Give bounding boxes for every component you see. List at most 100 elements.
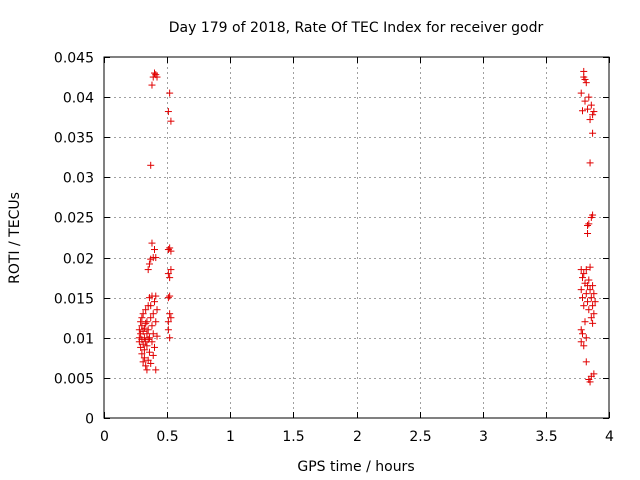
data-point <box>580 302 588 310</box>
data-point <box>149 351 157 359</box>
data-point <box>582 334 590 342</box>
data-point <box>143 342 151 350</box>
data-point <box>585 93 593 101</box>
data-points <box>135 67 599 386</box>
data-point <box>139 310 147 318</box>
data-point <box>147 359 155 367</box>
data-point <box>590 310 598 318</box>
x-axis-label: GPS time / hours <box>297 459 414 475</box>
data-point <box>145 260 153 268</box>
data-point <box>167 117 175 125</box>
data-point <box>139 327 147 335</box>
data-point <box>167 266 175 274</box>
data-point <box>151 298 158 306</box>
data-point <box>151 69 158 77</box>
data-point <box>578 274 586 282</box>
data-point <box>140 354 148 362</box>
data-point <box>138 350 146 358</box>
data-point <box>140 324 148 332</box>
data-point <box>582 290 590 298</box>
data-point <box>580 342 588 350</box>
data-point <box>577 89 585 97</box>
data-point <box>144 266 152 274</box>
x-tick-label: 1.5 <box>282 429 304 445</box>
data-point <box>589 211 597 219</box>
data-point <box>147 161 155 169</box>
y-tick-label: 0.045 <box>54 51 94 67</box>
data-point <box>151 246 158 254</box>
data-point <box>589 129 597 137</box>
y-axis-label: ROTI / TECUs <box>7 192 23 284</box>
data-point <box>153 73 161 81</box>
data-point <box>148 322 156 330</box>
data-point <box>144 335 152 343</box>
data-point <box>166 89 174 97</box>
data-point <box>577 338 585 346</box>
x-tick-label: 2 <box>353 429 362 445</box>
data-point <box>590 108 598 116</box>
data-point <box>586 116 594 124</box>
data-point <box>586 159 594 167</box>
data-point <box>144 326 152 334</box>
data-point <box>578 107 586 115</box>
data-point <box>151 343 158 351</box>
data-point <box>164 108 172 116</box>
plot-area-border <box>103 56 610 419</box>
data-point <box>584 229 592 237</box>
data-point <box>153 332 161 340</box>
y-tick-label: 0.02 <box>63 252 94 268</box>
data-point <box>584 105 592 113</box>
data-point <box>167 247 175 255</box>
data-point <box>591 298 599 306</box>
y-tick-label: 0.03 <box>63 171 94 187</box>
data-point <box>148 81 156 89</box>
y-tick-label: 0.005 <box>54 372 94 388</box>
data-point <box>152 366 160 374</box>
data-point <box>166 274 174 282</box>
data-point <box>147 302 155 310</box>
data-point <box>586 263 594 271</box>
x-tick-label: 0.5 <box>156 429 178 445</box>
data-point <box>584 298 592 306</box>
data-point <box>148 338 156 346</box>
data-point <box>152 292 160 300</box>
data-point <box>589 111 597 119</box>
data-point <box>587 294 595 302</box>
data-point <box>577 326 585 334</box>
data-point <box>581 75 589 83</box>
x-tick-label: 3 <box>479 429 488 445</box>
data-point <box>149 330 157 338</box>
data-point <box>585 220 593 228</box>
x-tick-label: 4 <box>605 429 614 445</box>
data-point <box>143 366 151 374</box>
data-point <box>587 314 595 322</box>
data-point <box>590 370 598 378</box>
data-point <box>164 318 172 326</box>
data-point <box>166 244 174 252</box>
data-point <box>586 378 594 386</box>
chart-title: Day 179 of 2018, Rate Of TEC Index for r… <box>169 20 544 36</box>
data-point <box>148 239 156 247</box>
data-point <box>582 358 590 366</box>
y-tick-label: 0.035 <box>54 131 94 147</box>
data-point <box>145 348 153 356</box>
data-point <box>578 294 586 302</box>
grid-lines <box>104 57 609 418</box>
data-point <box>589 302 597 310</box>
data-point <box>143 330 151 338</box>
data-point <box>164 270 172 278</box>
data-point <box>166 334 174 342</box>
data-point <box>577 286 585 294</box>
y-tick-label: 0.015 <box>54 292 94 308</box>
data-point <box>582 79 590 87</box>
data-point <box>581 318 589 326</box>
data-point <box>590 290 598 298</box>
y-tick-label: 0 <box>85 412 94 428</box>
data-point <box>582 266 590 274</box>
data-point <box>135 326 143 334</box>
data-point <box>164 326 172 334</box>
x-tick-label: 0 <box>100 429 109 445</box>
data-point <box>164 294 172 302</box>
data-point <box>578 330 586 338</box>
